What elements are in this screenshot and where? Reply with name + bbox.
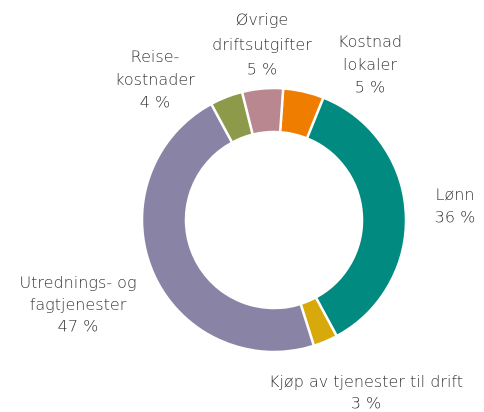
donut-slice [305,95,408,338]
slice-label: Øvrige driftsutgifter [212,10,312,54]
donut-slice [140,102,316,354]
slice-label: Lønn [436,185,475,204]
slice-label: Utrednings- og fagtjenester [19,273,136,314]
slice-value-label: 4 % [140,93,170,112]
slice-value-label: 3 % [351,394,381,412]
slice-value-label: 5 % [247,60,277,79]
donut-slice [240,86,285,137]
slice-value-label: 47 % [58,317,99,336]
slice-label: Kjøp av tjenester til drift [269,372,463,391]
slice-value-label: 36 % [435,208,476,227]
slice-value-label: 5 % [355,78,385,97]
slice-label: Kostnad lokaler [338,32,402,74]
slice-label: Reise-kostnader [115,47,195,89]
